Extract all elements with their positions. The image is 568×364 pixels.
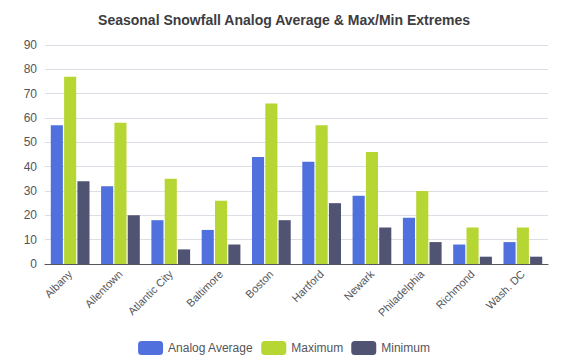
svg-text:Maximum: Maximum xyxy=(291,341,343,355)
svg-text:Allentown: Allentown xyxy=(83,268,125,310)
svg-text:40: 40 xyxy=(24,160,38,174)
svg-text:Boston: Boston xyxy=(243,268,276,301)
svg-text:Hartford: Hartford xyxy=(289,268,326,305)
svg-text:30: 30 xyxy=(24,184,38,198)
svg-text:Albany: Albany xyxy=(42,267,75,300)
svg-text:20: 20 xyxy=(24,208,38,222)
svg-text:50: 50 xyxy=(24,135,38,149)
svg-text:Analog Average: Analog Average xyxy=(168,341,253,355)
svg-text:90: 90 xyxy=(24,38,38,52)
svg-text:60: 60 xyxy=(24,111,38,125)
svg-text:10: 10 xyxy=(24,233,38,247)
svg-text:Wash. DC: Wash. DC xyxy=(484,268,528,312)
svg-text:Newark: Newark xyxy=(341,267,376,302)
svg-text:Atlantic City: Atlantic City xyxy=(125,267,175,317)
svg-text:0: 0 xyxy=(30,257,37,271)
svg-text:Minimum: Minimum xyxy=(381,341,430,355)
svg-text:Philadelphia: Philadelphia xyxy=(376,267,427,318)
svg-text:Richmond: Richmond xyxy=(433,268,476,311)
svg-text:80: 80 xyxy=(24,62,38,76)
svg-text:70: 70 xyxy=(24,87,38,101)
svg-text:Seasonal Snowfall Analog Avera: Seasonal Snowfall Analog Average & Max/M… xyxy=(98,12,470,28)
svg-text:Baltimore: Baltimore xyxy=(184,268,225,309)
